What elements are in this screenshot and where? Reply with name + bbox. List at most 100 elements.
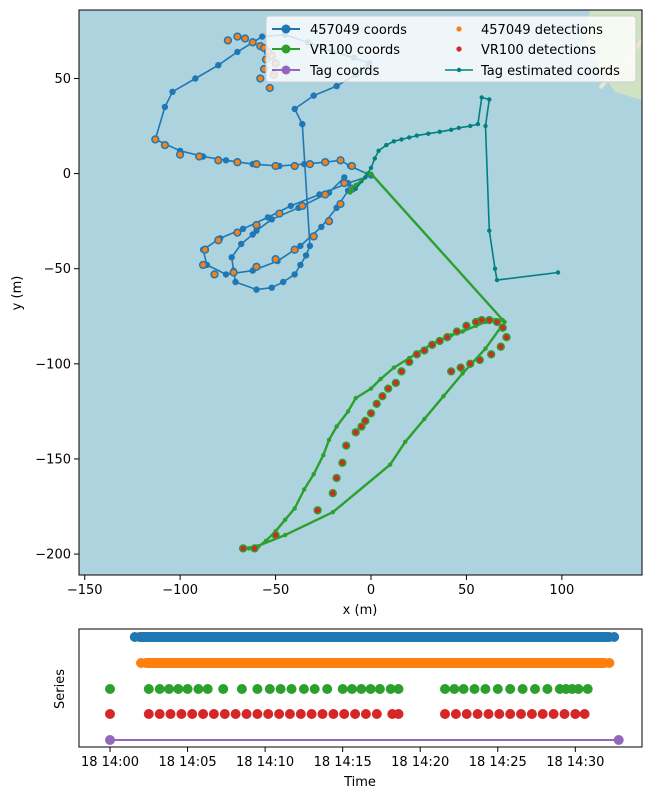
point-vr100-coords — [500, 317, 505, 323]
point-tag-estimated — [449, 127, 454, 132]
timeline-457049-coords-point — [167, 632, 178, 642]
point-457049-detection — [265, 83, 274, 93]
timeline-vr100-coords-point — [365, 684, 376, 694]
point-tag-estimated — [555, 270, 561, 275]
legend: 457049 coords VR100 coords Tag coords 45… — [265, 15, 637, 83]
x-tick-label: −50 — [262, 583, 289, 598]
map-x-label: x (m) — [343, 603, 378, 618]
timeline-vr100-detections-point — [450, 709, 461, 719]
point-457049-coords — [264, 214, 272, 221]
point-457049-detection — [233, 32, 242, 41]
point-tag-estimated — [414, 133, 419, 138]
point-457049-coords — [310, 92, 317, 99]
timeline-vr100-coords-point — [143, 684, 154, 694]
point-457049-detection — [309, 232, 318, 241]
point-tag-estimated — [487, 228, 492, 233]
timeline-y-label: Series — [53, 669, 68, 709]
point-vr100-detection — [372, 399, 381, 408]
point-457049-detection — [248, 38, 257, 47]
timeline-457049-coords-point — [415, 632, 426, 642]
point-457049-coords — [291, 271, 298, 278]
timeline-vr100-detections-point — [483, 709, 494, 719]
point-vr100-detection — [498, 323, 507, 332]
timeline-vr100-detections-point — [219, 709, 230, 719]
point-vr100-detection — [447, 367, 456, 376]
point-vr100-coords — [345, 409, 351, 414]
timeline-vr100-detections-point — [505, 709, 516, 719]
point-vr100-detection — [332, 473, 341, 483]
point-vr100-coords — [422, 416, 427, 422]
timeline-457049-detections-point — [446, 658, 457, 668]
y-tick-label: 0 — [63, 167, 71, 182]
timeline-457049-detections-point — [384, 658, 395, 668]
timeline-457049-detections-point — [477, 658, 488, 668]
timeline-457049-coords-band — [134, 632, 615, 642]
point-vr100-detection — [391, 378, 400, 388]
timeline-457049-coords-point — [198, 632, 209, 642]
point-vr100-detection — [412, 350, 421, 359]
point-457049-detection — [229, 268, 238, 277]
timeline-457049-coords-point — [353, 632, 364, 642]
x-tick-label: 100 — [549, 583, 574, 598]
timeline-457049-detections-point — [415, 658, 426, 668]
point-tag-estimated — [492, 266, 498, 271]
timeline-457049-detections-point — [539, 658, 550, 668]
timeline-457049-detections-point — [229, 658, 240, 668]
point-457049-detection — [252, 220, 261, 230]
point-457049-detection — [321, 158, 330, 167]
point-457049-detection — [214, 156, 223, 165]
timeline-vr100-coords-point — [573, 684, 584, 694]
legend-entry-vr100-coords: VR100 coords — [272, 43, 400, 58]
legend-label: Tag estimated coords — [480, 64, 620, 79]
timeline-vr100-detections-point — [317, 709, 328, 719]
point-tag-estimated — [384, 142, 389, 148]
point-vr100-coords — [353, 395, 358, 401]
timeline-vr100-detections-point — [230, 709, 241, 719]
point-tag-estimated — [407, 135, 412, 140]
point-457049-detection — [321, 190, 330, 199]
timeline-vr100-coords-point — [322, 684, 333, 694]
y-tick-label: −200 — [35, 548, 71, 563]
point-vr100-detection — [462, 321, 471, 330]
timeline-vr100-coords-point — [193, 684, 204, 694]
timeline-457049-coords-point — [384, 632, 395, 642]
point-457049-detection — [214, 236, 223, 245]
timeline-vr100-coords-point — [347, 684, 357, 694]
point-457049-detection — [160, 140, 170, 150]
timeline-tag-coords-point — [613, 735, 624, 745]
timeline-vr100-detections-point — [537, 709, 548, 719]
point-vr100-detection — [366, 409, 376, 418]
point-vr100-detection — [313, 506, 322, 515]
timeline-457049-coords-point — [229, 632, 240, 642]
point-457049-coords — [222, 157, 230, 164]
timeline-vr100-detections-point — [306, 709, 317, 719]
point-vr100-detection — [435, 336, 444, 346]
point-vr100-coords — [321, 453, 326, 458]
point-457049-coords — [253, 286, 260, 293]
map-plot-marks — [151, 31, 561, 553]
point-vr100-coords — [391, 365, 397, 370]
point-457049-detection — [200, 245, 210, 254]
timeline-vr100-coords-point — [393, 684, 404, 694]
timeline-457049-detections-point — [508, 658, 519, 668]
point-vr100-coords — [282, 532, 288, 538]
timeline-vr100-coords-point — [264, 684, 275, 694]
time-tick-label: 18 14:05 — [158, 755, 216, 770]
point-tag-estimated — [426, 131, 431, 136]
timeline-457049-detections-point — [353, 658, 364, 668]
timeline-vr100-coords-point — [374, 684, 385, 694]
timeline-457049-coords-point — [129, 632, 140, 642]
point-vr100-detection — [361, 416, 370, 426]
point-457049-detection — [233, 158, 242, 167]
timeline-vr100-detections-point — [516, 709, 526, 719]
time-tick-label: 18 14:15 — [314, 755, 372, 770]
timeline-vr100-detections-point — [105, 709, 115, 719]
point-457049-detection — [252, 262, 261, 271]
point-457049-detection — [223, 36, 233, 45]
point-vr100-coords — [368, 171, 374, 176]
point-vr100-detection — [351, 428, 360, 437]
timeline-vr100-coords-point — [182, 684, 193, 694]
point-457049-detection — [233, 228, 242, 237]
timeline-vr100-coords-point — [385, 684, 396, 694]
timeline-457049-detections-point — [604, 658, 615, 668]
